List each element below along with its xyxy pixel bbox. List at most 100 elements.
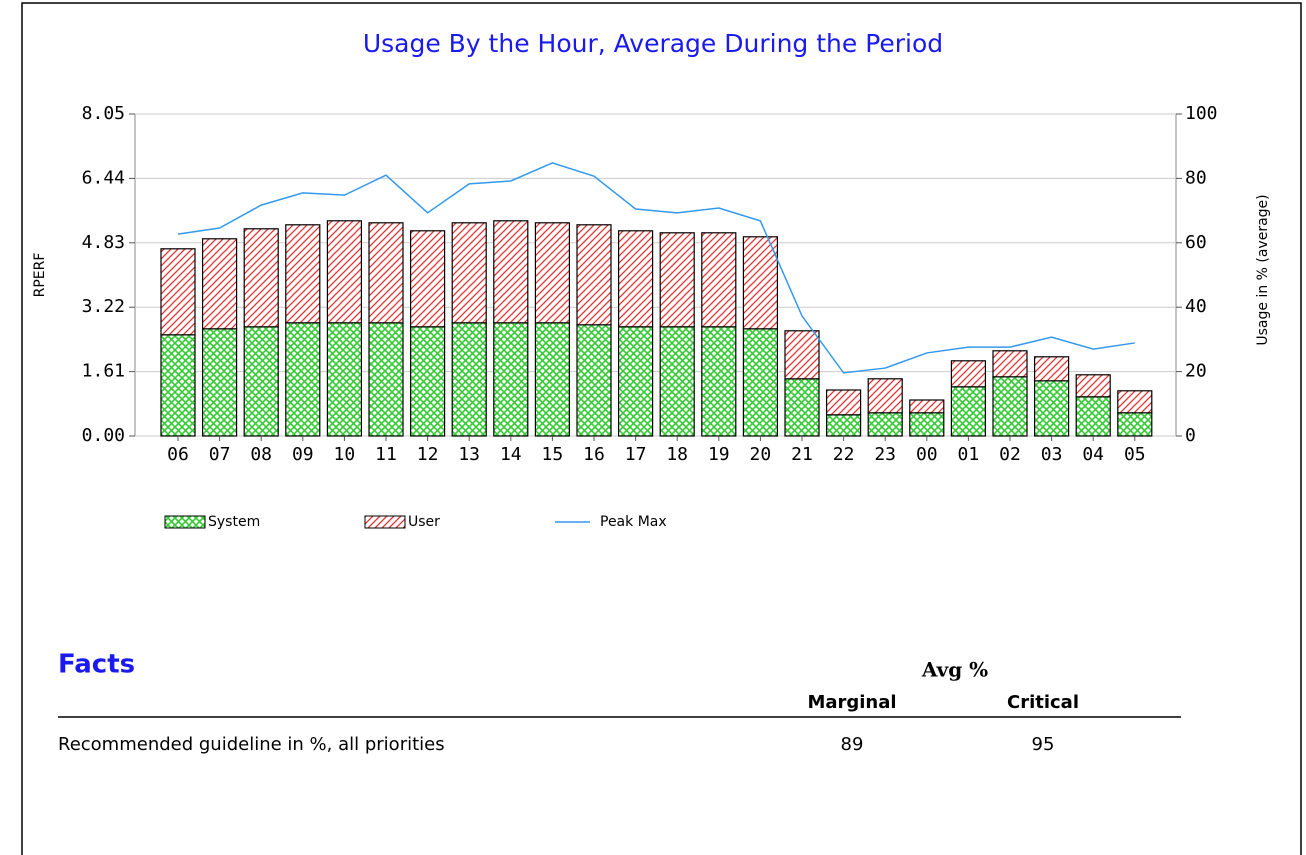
cell: 95 [1032,734,1055,755]
x-tick-label: 11 [375,444,397,465]
bar-segment [451,222,487,324]
legend-swatch [364,515,406,529]
bar-segment [534,222,571,324]
bar-segment [451,322,487,437]
bar-segment [742,328,779,437]
bar-segment [160,248,196,336]
bar-segment [617,326,654,437]
y-tick-label: 6.44 [82,167,125,188]
x-tick-label: 22 [833,444,855,465]
bar-segment [659,232,695,328]
bar-segment [285,224,321,324]
legend-label: User [408,514,440,530]
row-label: Recommended guideline in %, all prioriti… [58,734,445,755]
bar-segment [1075,396,1111,437]
x-tick-label: 06 [167,444,189,465]
y2-tick-label: 0 [1185,425,1196,446]
bar-segment [160,334,196,437]
bar-segment [992,376,1028,437]
bar-segment [909,399,945,414]
x-tick-label: 12 [417,444,439,465]
bar-segment [867,412,903,437]
y2-tick-label: 60 [1185,232,1207,253]
x-tick-label: 21 [791,444,813,465]
bar-segment [410,230,446,328]
column-header: Critical [1007,692,1079,713]
bar-segment [784,330,820,380]
x-tick-label: 23 [874,444,896,465]
bar-segment [1075,374,1111,398]
bar-segment [701,232,737,328]
chart-title: Usage By the Hour, Average During the Pe… [363,29,943,58]
bar-segment [534,322,571,437]
bar-segment [701,326,737,437]
bar-segment [950,386,987,437]
legend-label: Peak Max [600,514,667,530]
bar-segment [659,326,695,437]
x-tick-label: 13 [458,444,480,465]
x-tick-label: 09 [292,444,314,465]
bar-segment [617,230,654,328]
x-tick-label: 01 [958,444,980,465]
bar-segment [326,220,362,324]
line-series [177,162,1135,374]
x-tick-label: 20 [750,444,772,465]
x-tick-label: 07 [209,444,231,465]
bar-segment [742,236,779,330]
bar-segment [493,220,529,324]
x-tick-label: 14 [500,444,522,465]
x-tick-label: 05 [1124,444,1146,465]
legend-swatch [164,515,206,529]
y-tick-label: 1.61 [82,361,125,382]
bar-segment [950,360,987,388]
y-tick-label: 8.05 [82,103,125,124]
bar-segment [326,322,362,437]
bar-segment [493,322,529,437]
bar-segment [576,224,612,326]
x-tick-label: 04 [1082,444,1104,465]
bar-segment [1033,380,1070,437]
bar-segment [576,324,612,437]
bar-segment [243,326,279,437]
x-tick-label: 10 [334,444,356,465]
x-tick-label: 19 [708,444,730,465]
bar-segment [285,322,321,437]
plot [135,113,1176,437]
group-header: Avg % [921,658,988,682]
bar-segment [909,412,945,437]
y2-tick-label: 100 [1185,103,1218,124]
x-tick-label: 16 [583,444,605,465]
y-axis-title: RPERF [32,253,48,298]
bar-segment [1117,412,1153,437]
y2-axis-title: Usage in % (average) [1255,194,1271,345]
facts-title: Facts [58,650,135,680]
bar-segment [202,328,238,437]
bar-segment [368,222,404,324]
y2-tick-label: 80 [1185,167,1207,188]
bar-segment [1117,390,1153,414]
bar-segment [992,350,1028,378]
bar-segment [410,326,446,437]
bar-segment [784,378,820,437]
bar-segment [368,322,404,437]
y2-tick-label: 20 [1185,361,1207,382]
bar-segment [825,414,862,437]
bar-segment [202,238,238,330]
y-tick-label: 3.22 [82,296,125,317]
bar-segment [867,378,903,414]
cell: 89 [841,734,864,755]
x-tick-label: 02 [999,444,1021,465]
x-tick-label: 08 [250,444,272,465]
x-tick-label: 15 [542,444,564,465]
bar-segment [825,389,862,416]
bar-segment [243,228,279,328]
bar-segment [1033,356,1070,382]
x-tick-label: 03 [1041,444,1063,465]
x-tick-label: 18 [666,444,688,465]
legend-label: System [208,514,260,530]
x-tick-label: 00 [916,444,938,465]
column-header: Marginal [807,692,896,713]
x-tick-label: 17 [625,444,647,465]
y-tick-label: 4.83 [82,232,125,253]
